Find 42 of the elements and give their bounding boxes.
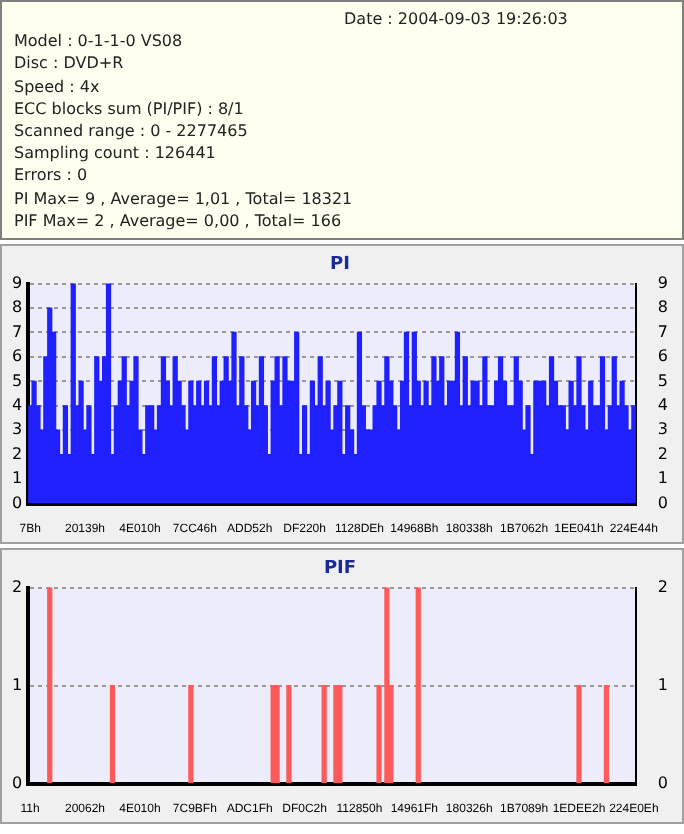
text: Scanned range : 0 - 2277465: [14, 120, 250, 143]
bar: [105, 283, 112, 504]
y-tick-label: 0: [11, 493, 23, 512]
text: Model : 0-1-1-0 VS08: [14, 30, 185, 53]
y-tick-label: 6: [11, 347, 23, 366]
y2-tick-label: 0: [657, 493, 669, 512]
y-tick-label: 1: [11, 469, 23, 488]
y2-tick-label: 2: [657, 444, 669, 463]
y2-tick-label: 4: [657, 395, 669, 414]
y2-tick-label: 0: [657, 773, 669, 792]
text: PI Max= 9 , Average= 1,01 , Total= 18321: [14, 187, 355, 210]
text: Date : 2004-09-03 19:26:03: [342, 8, 570, 31]
y2-tick-label: 2: [657, 577, 669, 596]
y2-tick-label: 5: [657, 371, 669, 390]
y-tick-label: 8: [11, 298, 23, 317]
chart-title: PI: [330, 255, 350, 276]
text: Errors : 0: [14, 164, 90, 188]
text: Disc : DVD+R: [14, 52, 126, 76]
y2-tick-label: 1: [657, 469, 669, 488]
y-tick-label: 1: [11, 675, 23, 694]
bar: [133, 356, 139, 504]
y-tick-label: 7: [11, 322, 23, 341]
chart-title: PIF: [323, 559, 357, 580]
bar: [294, 331, 300, 504]
y-tick-label: 2: [11, 444, 23, 463]
y-tick-label: 0: [11, 773, 23, 792]
text: PIF Max= 2 , Average= 0,00 , Total= 166: [14, 209, 344, 233]
y-tick-label: 3: [11, 420, 23, 439]
y2-tick-label: 6: [657, 347, 669, 366]
y-tick-label: 5: [11, 371, 23, 390]
y-tick-label: 2: [11, 577, 23, 596]
y2-tick-label: 8: [657, 298, 669, 317]
bar: [231, 331, 237, 504]
y2-tick-label: 9: [657, 273, 669, 292]
text: Sampling count : 126441: [14, 142, 218, 165]
y2-tick-label: 7: [657, 322, 669, 341]
text: ECC blocks sum (PI/PIF) : 8/1: [14, 97, 246, 121]
y-tick-label: 4: [11, 395, 23, 414]
y2-tick-label: 1: [657, 675, 669, 694]
text: Speed : 4x: [14, 75, 102, 98]
y-tick-label: 9: [11, 273, 23, 292]
y2-tick-label: 3: [657, 420, 669, 439]
